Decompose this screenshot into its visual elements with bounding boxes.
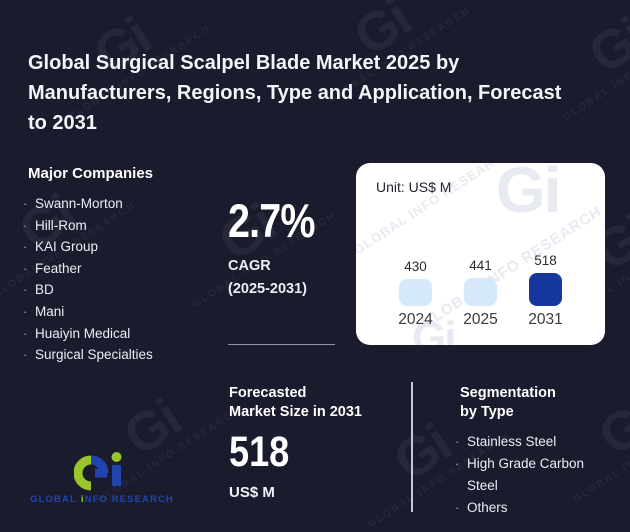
- bar-category-label: 2031: [528, 311, 563, 328]
- panel-watermark: GLOBAL INFO RESEARCH: [356, 163, 515, 258]
- major-companies-list: · Swann-Morton · Hill-Rom · KAI Group · Feat…: [23, 193, 153, 366]
- bar-value-label: 518: [534, 253, 557, 268]
- segmentation-heading: Segmentation by Type: [460, 385, 556, 420]
- title-line-3: to 2031: [28, 112, 97, 134]
- forecast-unit: US$ M: [229, 484, 275, 501]
- forecast-value: 518: [229, 428, 290, 476]
- bar-cell-2031: 518 2031: [514, 253, 578, 329]
- company-list-item: · Hill-Rom: [23, 215, 153, 237]
- cagr-period: (2025-2031): [228, 280, 307, 297]
- bullet-icon: ·: [23, 196, 28, 211]
- segmentation-list-item: · Stainless Steel: [455, 431, 600, 453]
- company-list-item: · Huaiyin Medical: [23, 323, 153, 345]
- global-info-research-logo: GLOBAL iNFO RESEARCH: [27, 452, 177, 505]
- page-title: Global Surgical Scalpel Blade Market 202…: [28, 48, 561, 138]
- bullet-icon: ·: [455, 500, 460, 515]
- bar-value-label: 430: [404, 259, 427, 274]
- company-list-item: · BD: [23, 279, 153, 301]
- title-line-1: Global Surgical Scalpel Blade Market 202…: [28, 52, 460, 74]
- bar-category-label: 2024: [398, 311, 433, 328]
- bar-cell-2024: 430 2024: [384, 259, 448, 329]
- segmentation-list: · Stainless Steel · High Grade Carbon Stee…: [455, 431, 600, 519]
- company-list-item: · KAI Group: [23, 236, 153, 258]
- major-companies-heading: Major Companies: [28, 165, 154, 182]
- logo-wordmark: GLOBAL iNFO RESEARCH: [30, 494, 174, 505]
- title-line-2: Manufacturers, Regions, Type and Applica…: [28, 82, 562, 104]
- bullet-icon: ·: [23, 282, 28, 298]
- bar-2024: [399, 279, 432, 306]
- bar-2025: [464, 278, 497, 306]
- bullet-icon: ·: [455, 456, 460, 471]
- chart-unit-label: Unit: US$ M: [376, 179, 452, 195]
- logo-green-i: i: [80, 494, 85, 505]
- bar-chart: 430 2024 441 2025 518 2031: [368, 253, 593, 329]
- bullet-icon: ·: [23, 217, 28, 233]
- bar-category-label: 2025: [463, 311, 498, 328]
- bullet-icon: ·: [23, 303, 28, 319]
- bullet-icon: ·: [23, 347, 28, 363]
- vertical-divider: [411, 382, 413, 512]
- segmentation-list-item: · Others: [455, 497, 600, 519]
- company-list-item: · Feather: [23, 258, 153, 280]
- market-size-chart-panel: GLOBAL INFO RESEARCH Gi GLOBAL INFO RESE…: [356, 163, 605, 345]
- cagr-label-text: CAGR: [228, 258, 271, 274]
- bullet-icon: ·: [23, 239, 28, 255]
- bullet-icon: ·: [455, 434, 460, 449]
- company-list-item: · Surgical Specialties: [23, 344, 153, 366]
- company-list-item: · Swann-Morton: [23, 193, 153, 215]
- bullet-icon: ·: [23, 325, 28, 341]
- segmentation-list-item: · High Grade Carbon Steel: [455, 453, 600, 497]
- bar-cell-2025: 441 2025: [449, 258, 513, 329]
- bar-value-label: 441: [469, 258, 492, 273]
- cagr-label: CAGR (2025-2031): [228, 255, 307, 300]
- panel-watermark-gi-icon: Gi: [496, 163, 562, 226]
- cagr-value: 2.7%: [228, 194, 315, 247]
- forecast-heading: Forecasted Market Size in 2031: [229, 385, 362, 420]
- company-list-item: · Mani: [23, 301, 153, 323]
- bar-2031: [529, 273, 562, 306]
- horizontal-divider: [228, 344, 335, 345]
- bullet-icon: ·: [23, 260, 28, 276]
- gi-logo-icon: [74, 452, 122, 491]
